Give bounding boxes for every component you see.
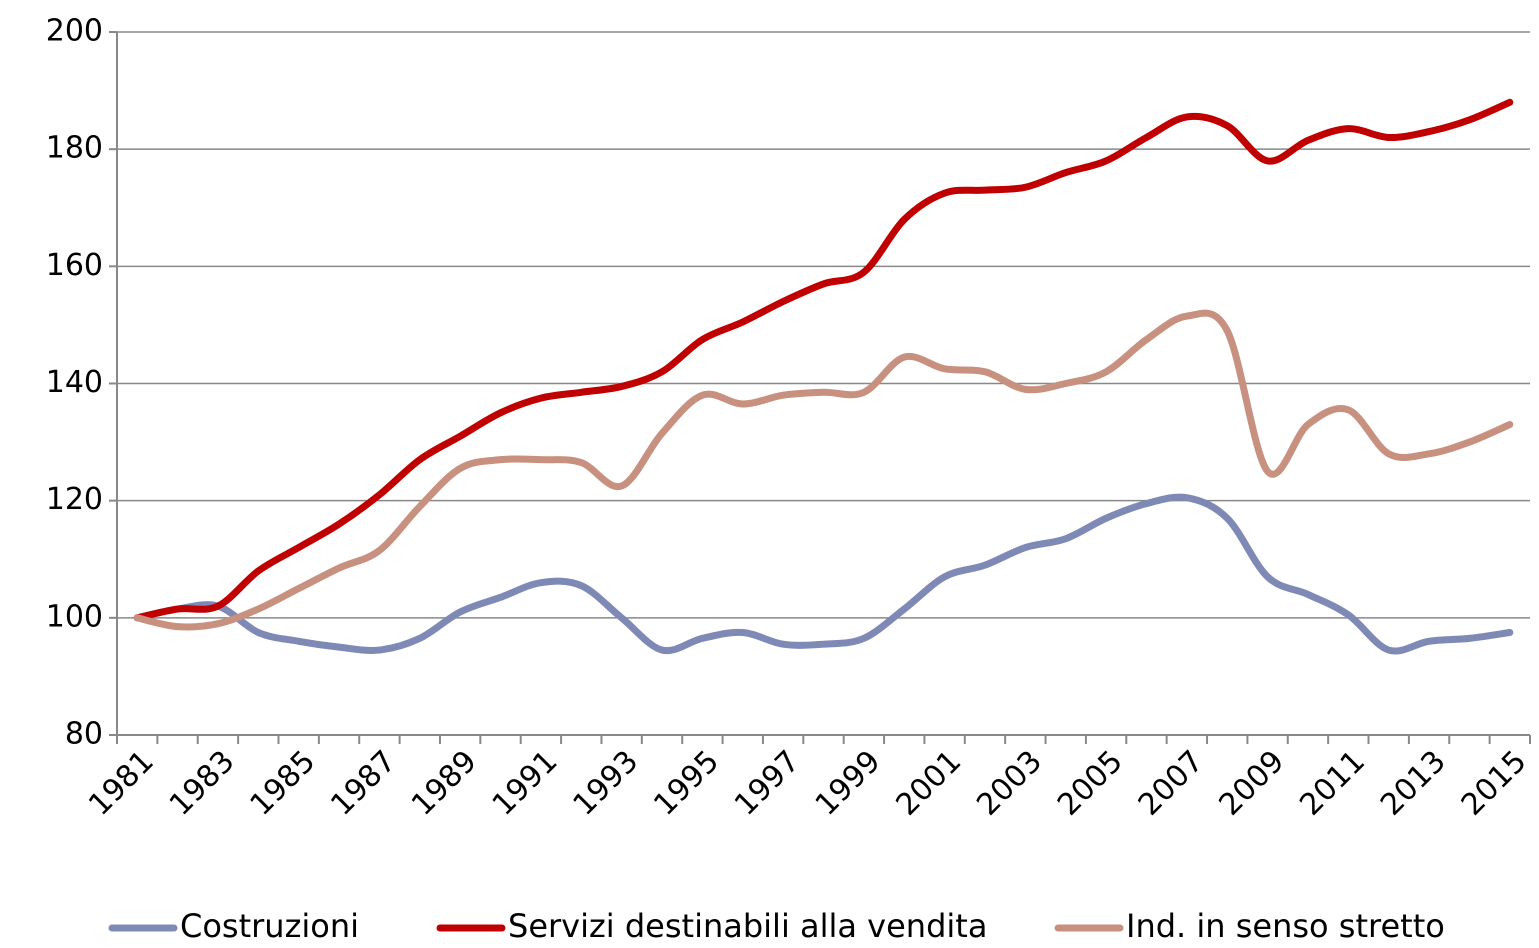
x-tick-label: 2003 bbox=[970, 744, 1049, 823]
x-tick-label: 2015 bbox=[1455, 744, 1534, 823]
x-tick-label: 1997 bbox=[728, 744, 807, 823]
series-line bbox=[133, 309, 1514, 631]
legend-label: Ind. in senso stretto bbox=[1126, 907, 1445, 945]
x-tick-label: 1999 bbox=[809, 744, 888, 823]
legend-label: Servizi destinabili alla vendita bbox=[508, 907, 987, 945]
x-tick-label: 2009 bbox=[1213, 744, 1292, 823]
x-tick-label: 1993 bbox=[567, 744, 646, 823]
series-line bbox=[133, 98, 1514, 622]
y-tick-label: 140 bbox=[46, 365, 103, 400]
x-tick-label: 2005 bbox=[1051, 744, 1130, 823]
x-tick-label: 2011 bbox=[1293, 744, 1372, 823]
y-tick-label: 100 bbox=[46, 599, 103, 634]
y-tick-label: 160 bbox=[46, 248, 103, 283]
y-tick-label: 180 bbox=[46, 131, 103, 166]
x-tick-label: 1987 bbox=[324, 744, 403, 823]
x-tick-label: 1981 bbox=[82, 744, 161, 823]
series-line bbox=[133, 493, 1514, 655]
x-tick-label: 1985 bbox=[244, 744, 323, 823]
x-tick-label: 1989 bbox=[405, 744, 484, 823]
x-tick-label: 1991 bbox=[486, 744, 565, 823]
x-tick-label: 2007 bbox=[1132, 744, 1211, 823]
y-tick-label: 200 bbox=[46, 14, 103, 49]
x-tick-label: 1995 bbox=[647, 744, 726, 823]
x-tick-label: 1983 bbox=[163, 744, 242, 823]
y-tick-label: 80 bbox=[65, 717, 103, 752]
legend-label: Costruzioni bbox=[180, 907, 359, 945]
y-tick-label: 120 bbox=[46, 482, 103, 517]
x-tick-label: 2001 bbox=[890, 744, 969, 823]
x-tick-label: 2013 bbox=[1374, 744, 1453, 823]
